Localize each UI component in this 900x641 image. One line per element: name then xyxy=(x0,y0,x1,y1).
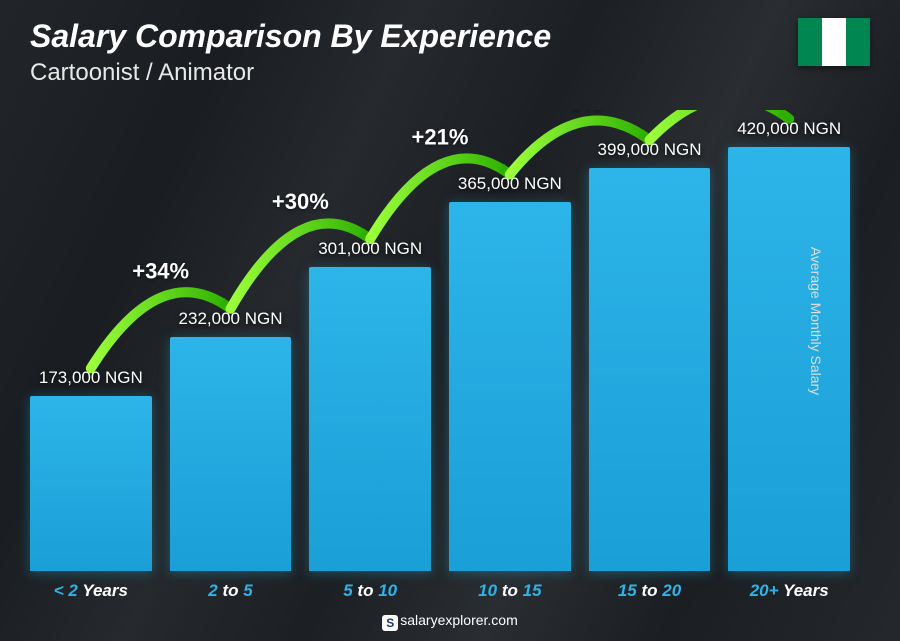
x-axis-label: < 2 Years xyxy=(30,581,152,601)
page-title: Salary Comparison By Experience xyxy=(30,18,551,55)
bar xyxy=(170,337,292,571)
flag-stripe-right xyxy=(846,18,870,66)
footer: Ssalaryexplorer.com xyxy=(0,612,900,631)
bar-slot: 301,000 NGN xyxy=(309,267,431,571)
page-subtitle: Cartoonist / Animator xyxy=(30,59,551,87)
brand-logo-icon: S xyxy=(382,615,398,631)
country-flag xyxy=(798,18,870,66)
header: Salary Comparison By Experience Cartooni… xyxy=(30,18,551,87)
bar-slot: 365,000 NGN xyxy=(449,202,571,571)
bar xyxy=(30,396,152,571)
bar-value-label: 420,000 NGN xyxy=(704,119,874,139)
bar-slot: 173,000 NGN xyxy=(30,396,152,571)
bar-value-label: 301,000 NGN xyxy=(285,239,455,259)
increase-pct-label: +30% xyxy=(272,189,329,214)
bar-slot: 420,000 NGN xyxy=(728,147,850,571)
bar-value-label: 232,000 NGN xyxy=(145,309,315,329)
x-axis-label: 10 to 15 xyxy=(449,581,571,601)
bar-value-label: 365,000 NGN xyxy=(425,174,595,194)
x-axis-label: 2 to 5 xyxy=(170,581,292,601)
increase-pct-label: +21% xyxy=(412,124,469,149)
x-axis-label: 20+ Years xyxy=(728,581,850,601)
bar xyxy=(449,202,571,571)
bar-value-label: 399,000 NGN xyxy=(564,140,734,160)
bar-slot: 232,000 NGN xyxy=(170,337,292,571)
bar xyxy=(589,168,711,571)
flag-stripe-mid xyxy=(822,18,846,66)
y-axis-label: Average Monthly Salary xyxy=(808,246,824,394)
increase-pct-label: +9% xyxy=(557,110,602,115)
brand-name: salaryexplorer.com xyxy=(400,612,518,628)
x-axis-label: 15 to 20 xyxy=(589,581,711,601)
salary-bar-chart: 173,000 NGN232,000 NGN301,000 NGN365,000… xyxy=(30,110,850,571)
increase-pct-label: +34% xyxy=(132,259,189,284)
bar-value-label: 173,000 NGN xyxy=(6,368,176,388)
bar xyxy=(728,147,850,571)
x-axis: < 2 Years 2 to 5 5 to 10 10 to 15 15 to 20 20… xyxy=(30,581,850,601)
bar-slot: 399,000 NGN xyxy=(589,168,711,571)
x-axis-label: 5 to 10 xyxy=(309,581,431,601)
flag-stripe-left xyxy=(798,18,822,66)
bar xyxy=(309,267,431,571)
